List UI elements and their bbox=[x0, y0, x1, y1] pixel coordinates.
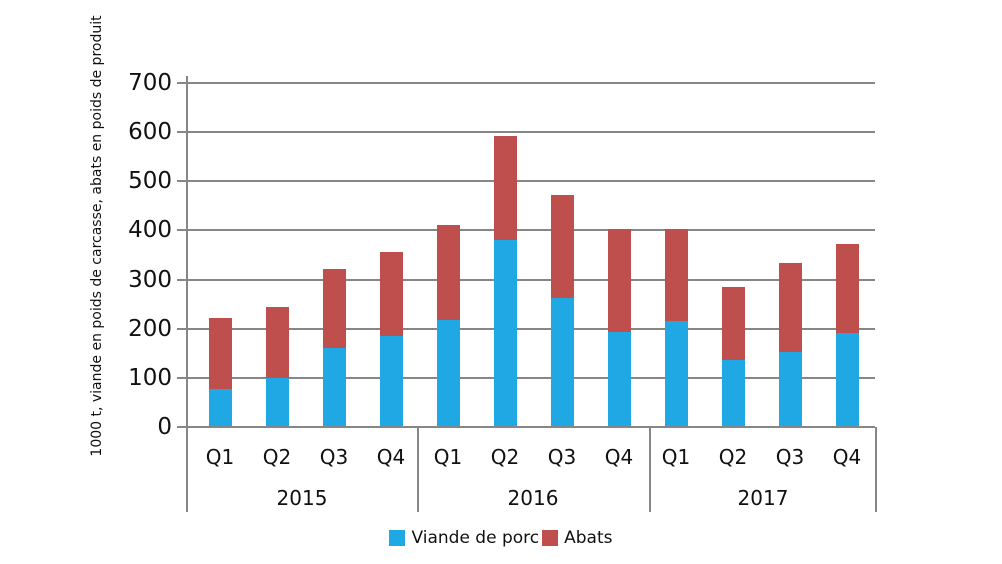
gridline-100 bbox=[187, 376, 875, 379]
bar-2015-Q1-abats bbox=[208, 317, 232, 389]
y-tick-300 bbox=[177, 278, 187, 281]
group-separator-1 bbox=[649, 427, 651, 512]
y-tick-700 bbox=[177, 82, 187, 84]
y-tick-0 bbox=[177, 426, 187, 428]
bar-2015-Q2-viande-de-porc bbox=[265, 377, 289, 427]
group-separator-0 bbox=[417, 427, 419, 512]
x-label-2017-Q1: Q1 bbox=[661, 445, 691, 469]
group-separator-2 bbox=[875, 427, 877, 512]
x-axis-line bbox=[187, 426, 875, 428]
legend-label-viande-de-porc: Viande de porc bbox=[411, 528, 540, 548]
y-tick-label-700: 700 bbox=[128, 70, 172, 96]
gridline-600 bbox=[187, 131, 875, 134]
legend-swatch-viande-de-porc bbox=[389, 530, 406, 546]
bar-2016-Q2-abats bbox=[493, 136, 517, 241]
bar-2016-Q4-viande-de-porc bbox=[607, 332, 631, 427]
bar-2016-Q3-abats bbox=[550, 194, 574, 299]
year-label-2016: 2016 bbox=[507, 486, 559, 510]
bar-2015-Q3-abats bbox=[322, 268, 346, 349]
y-tick-400 bbox=[177, 229, 187, 232]
x-label-2016-Q3: Q3 bbox=[547, 445, 577, 469]
bar-2015-Q4-abats bbox=[379, 252, 403, 336]
y-tick-500 bbox=[177, 180, 187, 183]
bar-2017-Q2-viande-de-porc bbox=[721, 359, 745, 427]
y-tick-label-400: 400 bbox=[128, 217, 172, 244]
bar-2017-Q4-viande-de-porc bbox=[835, 333, 859, 427]
bar-2017-Q1-abats bbox=[664, 229, 688, 321]
gridline-300 bbox=[187, 278, 875, 281]
x-label-2017-Q2: Q2 bbox=[718, 445, 748, 469]
y-tick-100 bbox=[177, 376, 187, 379]
bar-2015-Q2-abats bbox=[265, 306, 289, 378]
y-tick-label-0: 0 bbox=[157, 414, 172, 440]
bar-2017-Q2-abats bbox=[721, 287, 745, 360]
bar-2016-Q2-viande-de-porc bbox=[493, 240, 517, 427]
x-label-2016-Q4: Q4 bbox=[604, 445, 634, 469]
bar-2015-Q1-viande-de-porc bbox=[208, 388, 232, 427]
bar-2015-Q4-viande-de-porc bbox=[379, 335, 403, 427]
bar-2016-Q4-abats bbox=[607, 229, 631, 333]
y-tick-200 bbox=[177, 327, 187, 330]
year-label-2015: 2015 bbox=[276, 486, 328, 510]
y-tick-label-300: 300 bbox=[128, 266, 172, 293]
y-tick-label-500: 500 bbox=[128, 168, 172, 195]
legend: Viande de porc Abats bbox=[0, 527, 1002, 549]
y-axis-line bbox=[186, 76, 188, 512]
gridline-200 bbox=[187, 327, 875, 330]
legend-item-viande-de-porc: Viande de porc bbox=[389, 528, 539, 548]
bar-2017-Q1-viande-de-porc bbox=[664, 320, 688, 427]
bar-2016-Q3-viande-de-porc bbox=[550, 298, 574, 427]
bar-2016-Q1-abats bbox=[436, 225, 460, 321]
bar-2015-Q3-viande-de-porc bbox=[322, 348, 346, 427]
x-label-2015-Q2: Q2 bbox=[262, 445, 292, 469]
x-label-2015-Q4: Q4 bbox=[376, 445, 406, 469]
year-label-2017: 2017 bbox=[737, 486, 789, 510]
x-label-2017-Q4: Q4 bbox=[832, 445, 862, 469]
bar-2016-Q1-viande-de-porc bbox=[436, 320, 460, 427]
gridline-700 bbox=[187, 82, 875, 84]
x-label-2015-Q1: Q1 bbox=[205, 445, 235, 469]
legend-item-abats: Abats bbox=[542, 528, 613, 548]
bar-2017-Q3-viande-de-porc bbox=[778, 351, 802, 427]
x-label-2017-Q3: Q3 bbox=[775, 445, 805, 469]
x-label-2015-Q3: Q3 bbox=[319, 445, 349, 469]
y-tick-label-600: 600 bbox=[128, 119, 172, 146]
x-label-2016-Q2: Q2 bbox=[490, 445, 520, 469]
legend-label-abats: Abats bbox=[564, 528, 613, 548]
gridline-400 bbox=[187, 229, 875, 232]
y-tick-label-100: 100 bbox=[128, 364, 172, 391]
y-tick-600 bbox=[177, 131, 187, 134]
x-label-2016-Q1: Q1 bbox=[433, 445, 463, 469]
y-tick-label-200: 200 bbox=[128, 315, 172, 342]
bar-2017-Q3-abats bbox=[778, 262, 802, 352]
legend-swatch-abats bbox=[542, 530, 559, 546]
gridline-500 bbox=[187, 180, 875, 183]
bar-2017-Q4-abats bbox=[835, 243, 859, 334]
